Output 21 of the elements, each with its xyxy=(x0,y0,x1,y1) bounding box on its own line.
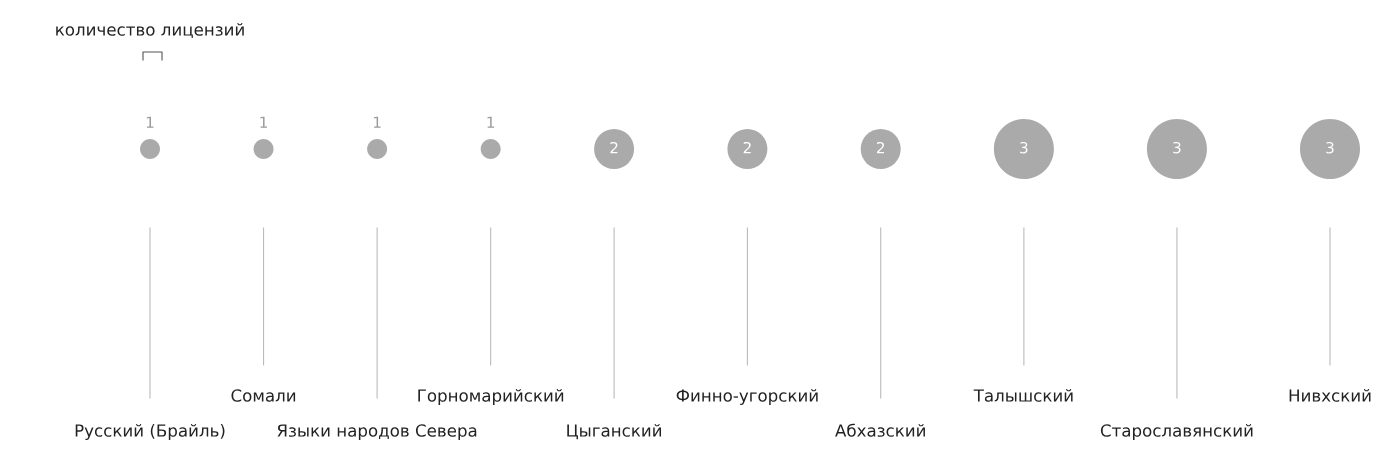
category-label: Старославянский xyxy=(1100,424,1253,441)
data-label: 1 xyxy=(146,116,154,128)
data-label: 3 xyxy=(1020,141,1028,154)
category-label: Цыганский xyxy=(567,424,662,440)
data-label: 3 xyxy=(1173,141,1181,154)
data-label: 1 xyxy=(260,116,268,128)
category-label: Сомали xyxy=(231,389,296,402)
category-label: Языки народов Севера xyxy=(277,424,477,441)
data-label: 1 xyxy=(487,116,495,128)
legend-title: количество лицензий xyxy=(56,23,244,38)
data-label: 2 xyxy=(876,141,885,154)
category-label: Абхазский xyxy=(835,423,925,437)
data-label: 2 xyxy=(743,141,751,154)
data-label: 3 xyxy=(1326,141,1334,154)
data-label: 1 xyxy=(373,116,381,128)
data-label: 2 xyxy=(610,141,618,154)
category-label: Горномарийский xyxy=(418,389,564,406)
category-label: Талышский xyxy=(973,389,1073,402)
category-label: Русский (Брайль) xyxy=(75,423,225,441)
category-label: Финно-угорский xyxy=(676,389,818,406)
category-label: Нивхский xyxy=(1289,389,1371,402)
